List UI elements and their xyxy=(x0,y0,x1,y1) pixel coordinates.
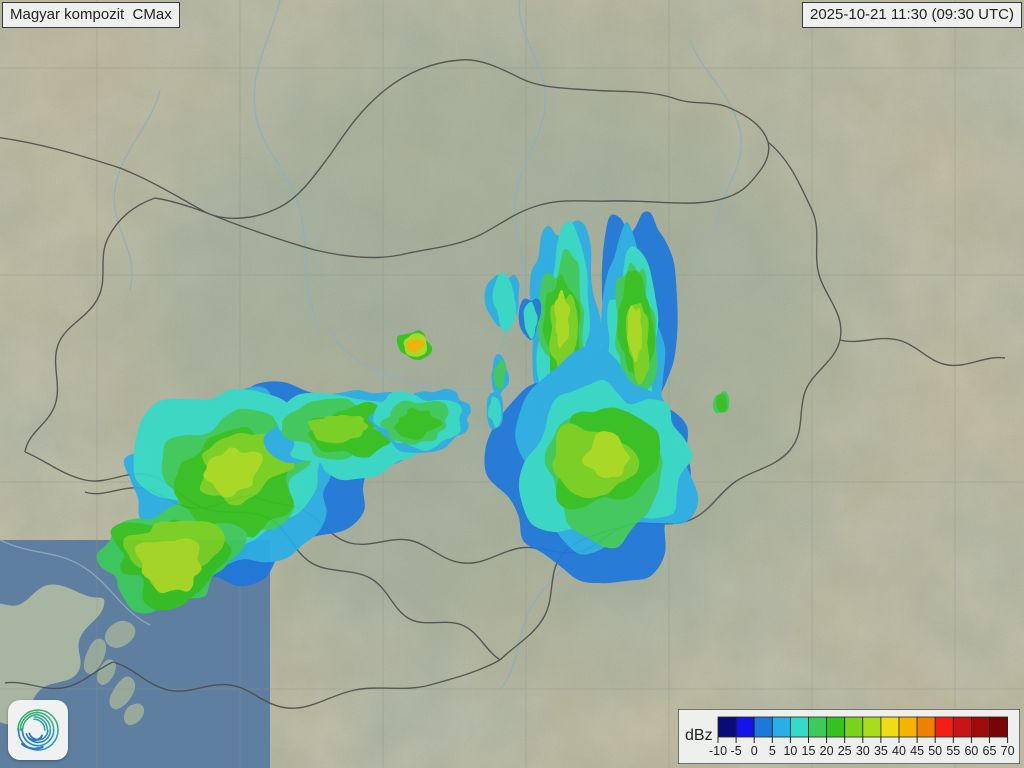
svg-text:35: 35 xyxy=(874,744,888,758)
svg-text:25: 25 xyxy=(838,744,852,758)
svg-text:20: 20 xyxy=(820,744,834,758)
svg-text:55: 55 xyxy=(946,744,960,758)
svg-text:40: 40 xyxy=(892,744,906,758)
svg-text:15: 15 xyxy=(802,744,816,758)
svg-text:10: 10 xyxy=(783,744,797,758)
svg-text:45: 45 xyxy=(910,744,924,758)
svg-text:30: 30 xyxy=(856,744,870,758)
svg-text:dBz: dBz xyxy=(685,727,713,744)
svg-text:-5: -5 xyxy=(731,744,742,758)
svg-text:70: 70 xyxy=(1001,744,1015,758)
svg-text:50: 50 xyxy=(928,744,942,758)
svg-text:5: 5 xyxy=(769,744,776,758)
svg-text:60: 60 xyxy=(964,744,978,758)
svg-text:65: 65 xyxy=(983,744,997,758)
svg-text:-10: -10 xyxy=(709,744,727,758)
svg-text:0: 0 xyxy=(751,744,758,758)
